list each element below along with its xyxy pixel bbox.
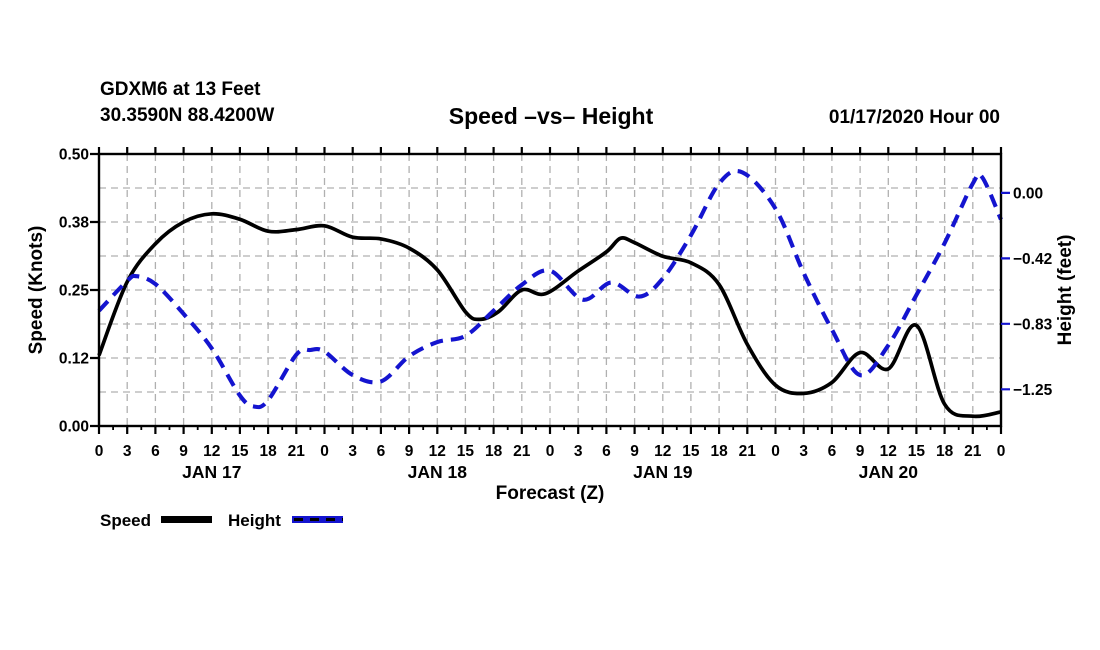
tick-marks xyxy=(90,147,1010,434)
series-height-line xyxy=(97,168,1003,410)
right-tick-label: −0.83 xyxy=(1013,316,1053,333)
x-tick-label: 9 xyxy=(405,443,414,460)
x-axis-title: Forecast (Z) xyxy=(496,483,605,504)
x-tick-label: 15 xyxy=(231,443,249,460)
x-tick-label: 0 xyxy=(546,443,555,460)
right-tick-label: 0.00 xyxy=(1013,185,1043,202)
grid-line-set xyxy=(99,154,1001,426)
left-tick-label: 0.12 xyxy=(59,351,89,368)
x-tick-label: 3 xyxy=(123,443,132,460)
x-tick-label: 18 xyxy=(936,443,954,460)
day-label: JAN 17 xyxy=(182,462,241,482)
x-tick-label: 18 xyxy=(710,443,728,460)
series-speed-line xyxy=(97,211,1002,419)
legend: Speed Height xyxy=(100,511,343,530)
left-axis-title: Speed (Knots) xyxy=(26,226,47,355)
x-tick-label: 6 xyxy=(377,443,386,460)
forecast-datetime: 01/17/2020 Hour 00 xyxy=(829,107,1000,128)
x-tick-label: 15 xyxy=(457,443,475,460)
x-tick-label: 6 xyxy=(828,443,837,460)
x-tick-label: 18 xyxy=(485,443,503,460)
left-axis-ticks xyxy=(90,152,99,428)
x-tick-label: 15 xyxy=(682,443,700,460)
chart-title: Speed –vs– Height xyxy=(449,103,654,129)
x-tick-label: 9 xyxy=(179,443,188,460)
left-tick-label: 0.50 xyxy=(59,147,89,164)
x-tick-label: 6 xyxy=(151,443,160,460)
left-tick-label: 0.38 xyxy=(59,215,90,232)
day-label: JAN 19 xyxy=(633,462,693,482)
gridlines xyxy=(99,154,1001,426)
x-minor-ticks xyxy=(112,426,988,430)
day-label: JAN 20 xyxy=(859,462,919,482)
x-tick-label: 9 xyxy=(856,443,865,460)
x-tick-label: 12 xyxy=(654,443,671,460)
x-tick-label: 0 xyxy=(95,443,104,460)
right-axis-ticks xyxy=(1001,191,1010,391)
left-tick-label: 0.25 xyxy=(59,283,90,300)
station-coordinates: 30.3590N 88.4200W xyxy=(100,105,274,126)
x-tick-label: 3 xyxy=(348,443,357,460)
legend-speed-swatch xyxy=(161,516,212,523)
x-tick-label: 21 xyxy=(964,443,982,460)
x-tick-label: 15 xyxy=(908,443,926,460)
x-major-ticks xyxy=(97,147,1003,434)
legend-height-label: Height xyxy=(228,511,281,530)
right-tick-label: −1.25 xyxy=(1013,382,1053,399)
x-tick-label: 0 xyxy=(771,443,780,460)
data-series xyxy=(97,168,1003,419)
x-tick-label: 0 xyxy=(320,443,329,460)
x-tick-label: 9 xyxy=(630,443,639,460)
x-tick-label: 6 xyxy=(602,443,611,460)
x-tick-label: 21 xyxy=(739,443,757,460)
legend-speed-label: Speed xyxy=(100,511,151,530)
x-tick-label: 0 xyxy=(997,443,1006,460)
x-tick-label: 12 xyxy=(880,443,897,460)
x-tick-label: 12 xyxy=(203,443,220,460)
x-tick-label: 21 xyxy=(288,443,306,460)
x-tick-label: 12 xyxy=(429,443,446,460)
tick-labels: 0 3 6 9 12 15 18 21 0 3 6 9 12 15 18 21 0 3 6 9 12 15 18 21 0 3 6 9… xyxy=(59,147,1053,483)
x-tick-label: 3 xyxy=(799,443,808,460)
day-label: JAN 18 xyxy=(408,462,468,482)
right-axis-title: Height (feet) xyxy=(1055,235,1076,346)
x-tick-label: 21 xyxy=(513,443,531,460)
x-tick-label: 3 xyxy=(574,443,583,460)
station-id: GDXM6 at 13 Feet xyxy=(100,79,261,100)
x-tick-label: 18 xyxy=(259,443,277,460)
left-tick-label: 0.00 xyxy=(59,419,89,436)
right-tick-label: −0.42 xyxy=(1013,251,1052,268)
